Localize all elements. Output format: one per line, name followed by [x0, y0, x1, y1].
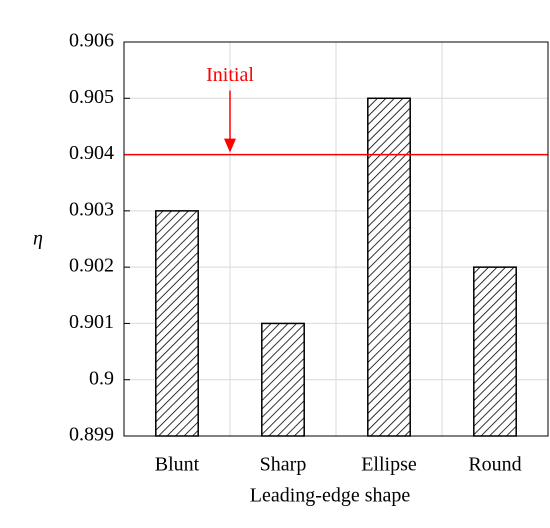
- bar: [261, 322, 305, 437]
- reference-arrow-head: [224, 138, 236, 153]
- x-tick-label: Ellipse: [361, 454, 417, 476]
- bar: [367, 97, 411, 437]
- reference-label: Initial: [206, 64, 254, 86]
- y-tick-label: 0.904: [69, 142, 114, 164]
- x-tick-label: Sharp: [260, 454, 307, 476]
- y-tick-label: 0.901: [69, 311, 114, 333]
- y-axis-label: η: [33, 228, 43, 250]
- bar: [473, 266, 517, 437]
- y-tick-label: 0.9: [89, 367, 114, 389]
- y-tick-label: 0.903: [69, 198, 114, 220]
- x-axis-label: Leading-edge shape: [250, 485, 411, 507]
- y-tick-label: 0.905: [69, 86, 114, 108]
- y-tick-label: 0.902: [69, 255, 114, 277]
- x-tick-label: Round: [468, 454, 521, 476]
- bar: [155, 210, 199, 437]
- y-tick-label: 0.906: [69, 30, 114, 52]
- plot-frame: [123, 41, 549, 437]
- y-tick-label: 0.899: [69, 424, 114, 446]
- x-tick-label: Blunt: [155, 454, 200, 476]
